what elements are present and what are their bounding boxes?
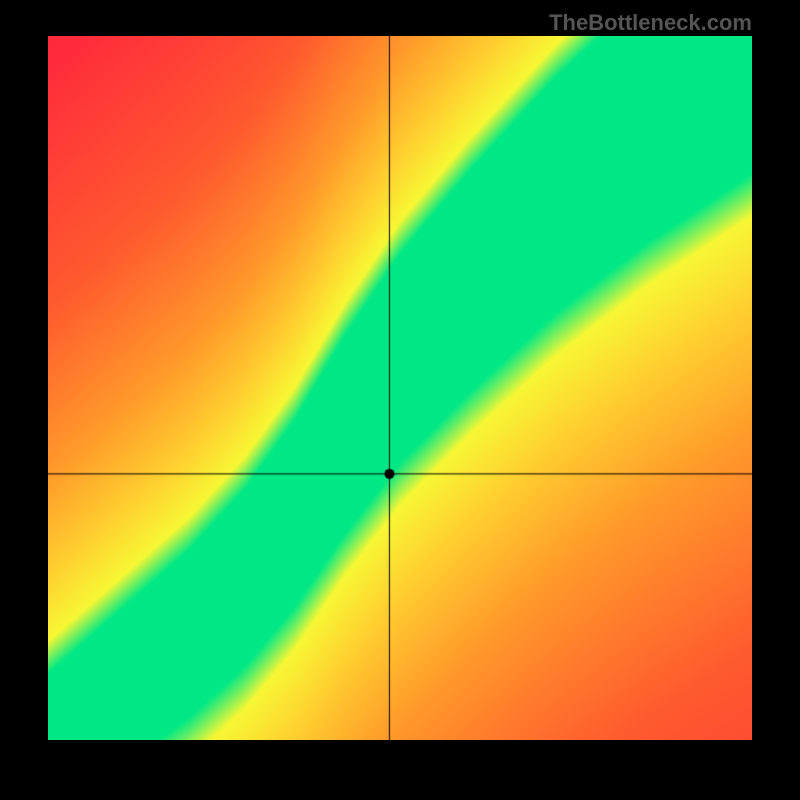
bottleneck-heatmap: [48, 36, 752, 740]
chart-container: { "canvas": { "width": 800, "height": 80…: [0, 0, 800, 800]
watermark-text: TheBottleneck.com: [549, 10, 752, 36]
